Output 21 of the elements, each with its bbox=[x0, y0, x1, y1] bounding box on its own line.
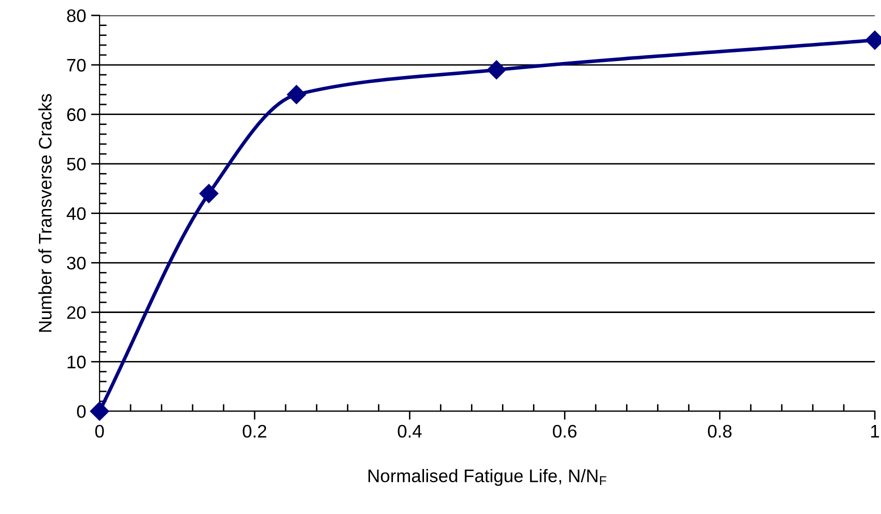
y-tick-label: 20 bbox=[67, 306, 86, 319]
y-axis-title: Number of Transverse Cracks bbox=[38, 94, 52, 332]
point bbox=[199, 184, 218, 204]
point bbox=[486, 60, 506, 80]
y-tick-label: 60 bbox=[67, 108, 86, 122]
x-tick-label: 0.4 bbox=[398, 424, 422, 438]
y-tick-label: 80 bbox=[67, 9, 86, 22]
y-tick-label: 40 bbox=[66, 207, 86, 220]
y-tick-label: 30 bbox=[66, 256, 86, 270]
x-tick-label: 1 bbox=[871, 425, 879, 438]
y-tick-label: 50 bbox=[67, 158, 86, 171]
y-tick-label: 70 bbox=[67, 58, 86, 72]
x-tick-label: 0 bbox=[95, 424, 104, 438]
x-tick-label: 0.8 bbox=[708, 424, 732, 438]
point bbox=[286, 85, 306, 104]
x-axis-title: Normalised Fatigue Life, N/N$_{F}$ bbox=[368, 469, 606, 486]
x-tick-label: 0.6 bbox=[552, 424, 576, 438]
x-tick-label: 0.2 bbox=[242, 424, 266, 438]
point bbox=[90, 402, 110, 421]
y-tick-label: 0 bbox=[77, 405, 86, 418]
y-tick-label: 10 bbox=[68, 356, 86, 368]
